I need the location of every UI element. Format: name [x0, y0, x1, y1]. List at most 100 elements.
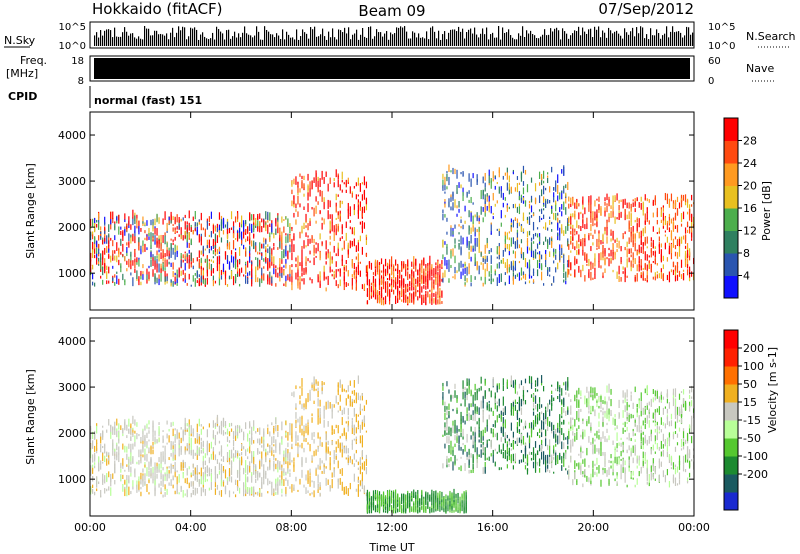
- range-gate-mark: [628, 220, 630, 230]
- range-gate-mark: [662, 264, 664, 270]
- range-gate-mark: [138, 476, 140, 482]
- range-gate-mark: [678, 243, 681, 251]
- range-gate-mark: [610, 210, 612, 219]
- range-gate-mark: [309, 238, 311, 244]
- freq-right-top: 60: [708, 56, 721, 67]
- noise-sample: [584, 31, 586, 46]
- range-gate-mark: [329, 214, 331, 219]
- range-gate-mark: [313, 244, 315, 253]
- range-gate-mark: [196, 449, 198, 454]
- range-gate-mark: [92, 281, 94, 286]
- range-gate-mark: [448, 164, 450, 173]
- range-gate-mark: [572, 228, 574, 233]
- range-gate-mark: [347, 454, 349, 461]
- range-gate-mark: [154, 227, 156, 235]
- range-gate-mark: [437, 261, 439, 266]
- range-gate-mark: [658, 273, 660, 279]
- range-gate-mark: [368, 505, 371, 509]
- range-gate-mark: [200, 266, 202, 276]
- range-gate-mark: [174, 216, 176, 225]
- noise-sample: [144, 26, 146, 46]
- range-gate-mark: [636, 197, 638, 202]
- range-gate-mark: [297, 446, 299, 454]
- range-gate-mark: [232, 455, 235, 462]
- range-gate-mark: [281, 250, 283, 260]
- range-gate-mark: [92, 454, 94, 463]
- range-gate-mark: [608, 202, 610, 207]
- range-gate-mark: [146, 423, 148, 429]
- range-gate-mark: [230, 270, 233, 280]
- range-gate-mark: [206, 218, 208, 223]
- noise-sample: [412, 31, 414, 46]
- range-gate-mark: [409, 497, 411, 502]
- range-gate-mark: [688, 248, 691, 256]
- range-gate-mark: [572, 242, 574, 249]
- range-gate-mark: [380, 270, 383, 273]
- range-gate-mark: [325, 287, 327, 292]
- range-gate-mark: [528, 216, 531, 225]
- range-gate-mark: [425, 301, 427, 305]
- range-gate-mark: [226, 259, 229, 264]
- range-gate-mark: [112, 211, 114, 220]
- range-gate-mark: [134, 258, 136, 263]
- range-gate-mark: [442, 254, 444, 260]
- range-gate-mark: [305, 219, 307, 222]
- range-gate-mark: [291, 431, 293, 439]
- range-gate-mark: [307, 442, 309, 445]
- range-gate-mark: [188, 445, 190, 455]
- range-gate-mark: [446, 171, 448, 174]
- noise-sample: [488, 39, 490, 46]
- range-gate-mark: [361, 182, 363, 185]
- range-gate-mark: [536, 233, 539, 238]
- range-gate-mark: [144, 453, 146, 461]
- range-gate-mark: [498, 186, 500, 194]
- range-gate-mark: [238, 463, 241, 474]
- range-gate-mark: [116, 430, 118, 438]
- range-gate-mark: [305, 423, 307, 427]
- range-gate-mark: [190, 261, 192, 265]
- range-gate-mark: [307, 477, 309, 482]
- range-gate-mark: [640, 259, 642, 268]
- range-gate-mark: [311, 180, 313, 190]
- range-gate-mark: [382, 491, 385, 501]
- range-gate-mark: [538, 209, 541, 212]
- range-gate-mark: [567, 240, 569, 247]
- range-gate-mark: [261, 267, 263, 277]
- range-gate-mark: [395, 498, 397, 507]
- range-gate-mark: [224, 224, 227, 228]
- range-gate-mark: [339, 380, 341, 388]
- range-gate-mark: [313, 257, 315, 266]
- range-gate-mark: [431, 276, 433, 281]
- range-gate-mark: [684, 201, 687, 206]
- range-gate-mark: [174, 454, 176, 460]
- range-gate-mark: [368, 501, 371, 506]
- range-gate-mark: [192, 469, 194, 477]
- range-gate-mark: [315, 242, 317, 245]
- range-gate-mark: [596, 198, 598, 201]
- range-gate-mark: [303, 183, 305, 189]
- range-gate-mark: [289, 223, 291, 228]
- range-gate-mark: [202, 479, 204, 486]
- range-gate-mark: [283, 468, 285, 473]
- range-gate-mark: [196, 257, 198, 262]
- range-gate-mark: [337, 175, 339, 180]
- range-gate-mark: [486, 205, 488, 211]
- range-gate-mark: [168, 482, 170, 486]
- range-gate-mark: [216, 256, 219, 265]
- range-gate-mark: [283, 219, 285, 221]
- range-gate-mark: [275, 444, 277, 453]
- noise-sample: [270, 34, 272, 46]
- range-gate-mark: [341, 384, 343, 393]
- noise-sample: [94, 35, 96, 46]
- range-gate-mark: [152, 435, 154, 442]
- range-gate-mark: [116, 271, 118, 274]
- range-gate-mark: [528, 247, 531, 251]
- range-gate-mark: [285, 216, 287, 220]
- range-gate-mark: [549, 274, 551, 277]
- range-gate-mark: [598, 238, 600, 242]
- range-gate-mark: [228, 261, 231, 270]
- noise-sample: [678, 31, 680, 46]
- range-gate-mark: [112, 257, 114, 261]
- range-gate-mark: [417, 290, 419, 293]
- range-gate-mark: [640, 230, 642, 238]
